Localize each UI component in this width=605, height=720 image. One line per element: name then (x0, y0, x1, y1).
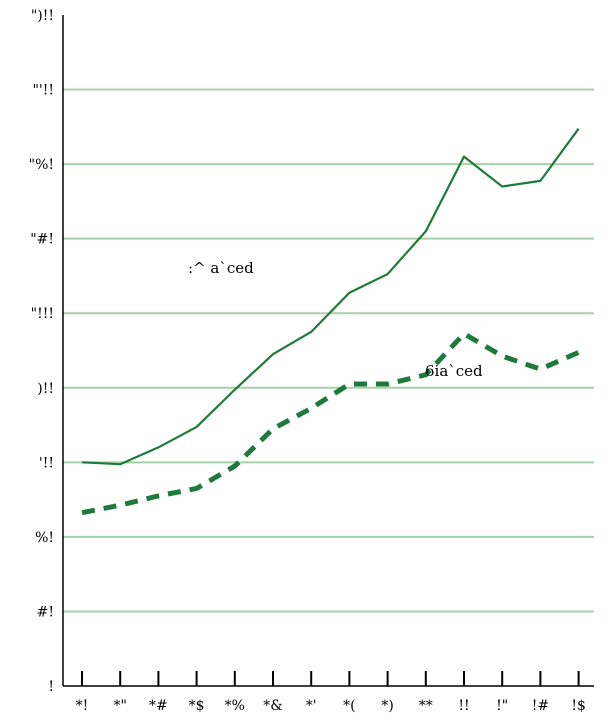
x-tick-label: ** (419, 698, 433, 714)
y-tick-label: ! (48, 679, 54, 695)
y-tick-label: )!! (37, 381, 54, 397)
y-tick-label: "%! (29, 157, 54, 173)
x-tick-label: *% (225, 698, 245, 714)
x-tick-label: !! (458, 698, 469, 714)
x-tick-label: *) (381, 698, 393, 714)
y-tick-label: "'!! (32, 83, 54, 99)
series-label-upper: :^ a`ced (188, 259, 254, 277)
x-tick-labels: *! *" *# *$ *% *& *' *( *) **!! !" !# !$ (76, 671, 586, 714)
x-tick-label: *" (113, 698, 126, 714)
series-label-lower: 6ia`ced (425, 362, 483, 380)
y-tick-label: "!!! (31, 306, 54, 322)
y-tick-label: "#! (30, 232, 54, 248)
series-lines (81, 128, 580, 516)
y-tick-labels: ! #!%! '!!)!! "!!! "#! "%! "'!! ")!! (29, 8, 54, 695)
x-tick-label: *& (263, 698, 282, 714)
x-tick-label: *( (343, 698, 355, 714)
x-tick-label: *# (149, 698, 168, 714)
series-line-0 (81, 128, 580, 466)
series-line-1 (81, 331, 580, 516)
x-tick-label: *' (306, 698, 317, 714)
x-tick-label: !$ (571, 698, 586, 714)
x-tick-label: *$ (189, 698, 205, 714)
chart-axes (62, 15, 594, 687)
x-tick-label: !# (532, 698, 549, 714)
x-tick-label: *! (76, 698, 89, 714)
y-tick-label: #! (37, 604, 54, 620)
grid-lines (63, 88, 594, 613)
y-tick-label: %! (35, 530, 54, 546)
x-tick-label: !" (496, 698, 508, 714)
y-tick-label: '!! (39, 455, 54, 471)
y-tick-label: ")!! (31, 8, 54, 24)
